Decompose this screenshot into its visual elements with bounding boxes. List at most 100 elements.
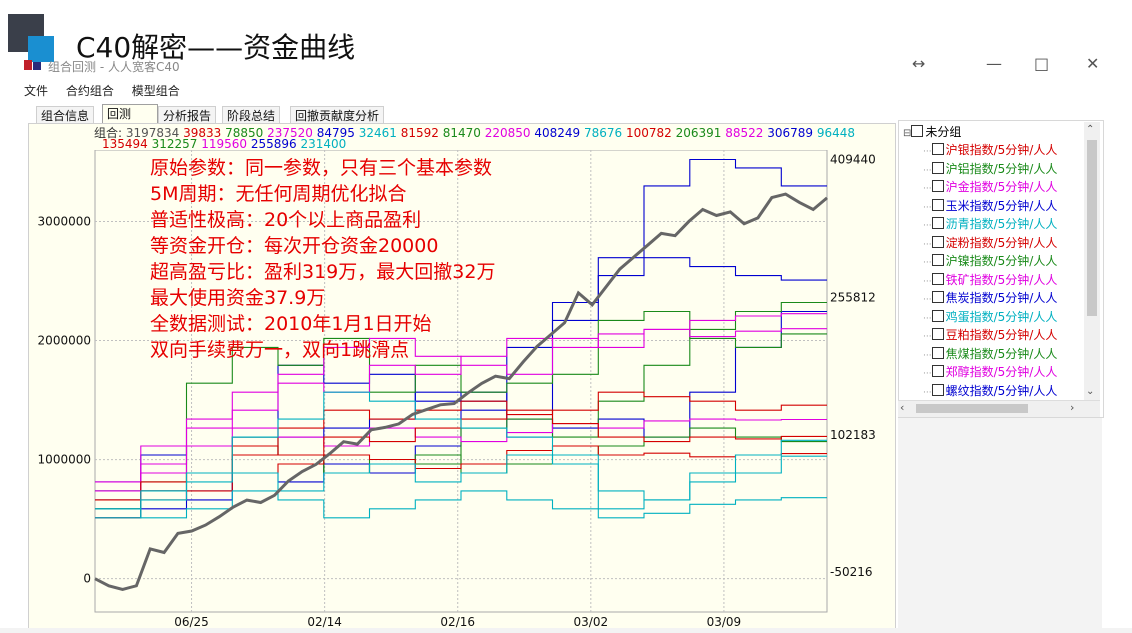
tree-root-group[interactable]: ⊟ 未分组: [903, 123, 961, 141]
tree-connector: ···: [923, 221, 932, 231]
tree-connector: ···: [923, 350, 932, 361]
checkbox[interactable]: [931, 235, 944, 248]
annotation-line: 5M周期：无任何周期优化拟合: [150, 183, 406, 205]
checkbox[interactable]: [931, 365, 944, 377]
right-axis-tick-label: 102183: [830, 428, 876, 442]
minimize-button[interactable]: —: [986, 54, 1002, 73]
param-value: 78850: [225, 126, 268, 140]
tree-item[interactable]: ··· 焦煤指数/5分钟/人人: [923, 345, 1057, 363]
window-title: 组合回测 - 人人宽客C40: [48, 60, 180, 74]
maximize-button[interactable]: □: [1034, 54, 1050, 73]
right-axis-ticks: 409440 255812 102183 -50216: [830, 152, 876, 578]
resize-icon[interactable]: ↔: [912, 54, 926, 73]
tree-item-label: 沪镍指数/5分钟/人人: [945, 254, 1058, 268]
param-value: 84795: [316, 126, 359, 140]
x-axis-tick-label: 03/02: [574, 615, 609, 628]
tree-root-label: 未分组: [925, 125, 962, 139]
param-value: 220850: [484, 126, 535, 140]
checkbox[interactable]: [931, 143, 944, 155]
annotation-line: 普适性极高：20个以上商品盈利: [150, 209, 421, 231]
checkbox[interactable]: [931, 309, 944, 322]
contract-equity-line: [95, 454, 827, 519]
params-line-2: 135494 312257 119560 255896 231400: [102, 137, 346, 151]
tree-connector: ···: [923, 258, 932, 268]
tab-drawdown-contribution[interactable]: 回撤贡献度分析: [290, 106, 385, 125]
tree-item[interactable]: ··· 豆粕指数/5分钟/人人: [923, 326, 1057, 344]
collapse-icon[interactable]: ⊟: [903, 128, 912, 139]
tree-item[interactable]: ··· 沪铝指数/5分钟/人人: [923, 160, 1057, 178]
tab-analysis-report[interactable]: 分析报告: [158, 106, 217, 125]
x-axis-tick-label: 02/14: [307, 615, 342, 628]
tree-item[interactable]: ··· 沥青指数/5分钟/人人: [923, 215, 1057, 233]
param-value: 231400: [300, 137, 347, 151]
checkbox[interactable]: [931, 217, 944, 229]
tab-stage-summary[interactable]: 阶段总结: [222, 106, 281, 125]
tree-connector: ···: [923, 313, 932, 324]
menu-bar: 文件 合约组合 模型组合: [24, 82, 194, 99]
tree-item[interactable]: ··· 郑醇指数/5分钟/人人: [923, 363, 1057, 381]
contract-equity-line: [95, 490, 827, 519]
checkbox[interactable]: [911, 125, 924, 137]
tree-vertical-scroll-thumb[interactable]: [1087, 140, 1097, 316]
annotation-line: 原始参数：同一参数，只有三个基本参数: [150, 157, 492, 179]
checkbox[interactable]: [931, 198, 944, 211]
tree-item[interactable]: ··· 沪银指数/5分钟/人人: [923, 141, 1057, 159]
checkbox[interactable]: [931, 254, 944, 266]
tab-backtest[interactable]: 回测: [102, 104, 158, 126]
close-button[interactable]: ✕: [1086, 54, 1100, 73]
tree-item-label: 郑醇指数/5分钟/人人: [945, 365, 1058, 379]
checkbox[interactable]: [931, 272, 944, 285]
checkbox[interactable]: [931, 328, 944, 340]
tree-item-label: 铁矿指数/5分钟/人人: [945, 272, 1058, 287]
tree-horizontal-scroll-thumb[interactable]: [916, 404, 1028, 413]
tree-item[interactable]: ··· 鸡蛋指数/5分钟/人人: [923, 308, 1057, 326]
annotation-line: 超高盈亏比：盈利319万，最大回撤32万: [150, 261, 495, 283]
checkbox[interactable]: [931, 180, 944, 192]
tree-connector: ···: [923, 387, 932, 398]
checkbox[interactable]: [931, 161, 944, 174]
x-axis-tick-label: 03/09: [707, 615, 742, 628]
tab-portfolio-info[interactable]: 组合信息: [36, 106, 95, 125]
param-value: 3197834: [125, 126, 184, 140]
checkbox[interactable]: [931, 291, 944, 303]
scroll-left-icon[interactable]: ‹: [900, 401, 905, 414]
param-value: 96448: [816, 126, 856, 140]
annotation-line: 双向手续费万一，双向1跳滑点: [150, 339, 409, 361]
menu-file[interactable]: 文件: [24, 84, 49, 98]
checkbox[interactable]: [931, 383, 944, 396]
scroll-up-icon[interactable]: ⌃: [1086, 124, 1095, 135]
portfolio-equity-line: [94, 192, 828, 591]
tree-item[interactable]: ··· 沪镍指数/5分钟/人人: [923, 252, 1057, 270]
tree-item[interactable]: ··· 铁矿指数/5分钟/人人: [923, 271, 1057, 289]
left-axis-tick-label: 2000000: [38, 334, 91, 348]
contract-equity-line: [95, 391, 827, 510]
param-value: 408249: [534, 126, 584, 140]
contract-equity-lines: [95, 158, 827, 519]
scroll-right-icon[interactable]: ›: [1070, 401, 1075, 414]
tree-item[interactable]: ··· 焦炭指数/5分钟/人人: [923, 289, 1057, 307]
app-icon: [24, 60, 41, 70]
tree-connector: ···: [923, 276, 932, 287]
param-value: 237520: [267, 126, 317, 140]
right-axis-tick-label: -50216: [830, 565, 873, 579]
tree-item-label: 玉米指数/5分钟/人人: [945, 198, 1058, 213]
scroll-down-icon[interactable]: ⌄: [1086, 386, 1095, 397]
tree-item[interactable]: ··· 沪金指数/5分钟/人人: [923, 178, 1057, 196]
tree-item[interactable]: ··· 螺纹指数/5分钟/人人: [923, 382, 1057, 400]
menu-model-portfolio[interactable]: 模型组合: [131, 84, 180, 98]
x-axis-tick-label: 06/25: [174, 615, 209, 628]
param-value: 100782: [626, 126, 676, 140]
tree-item[interactable]: ··· 淀粉指数/5分钟/人人: [923, 234, 1057, 252]
annotation-text-block: 原始参数：同一参数，只有三个基本参数 5M周期：无任何周期优化拟合普适性极高：20…: [150, 157, 495, 361]
right-axis-tick-label: 409440: [830, 152, 876, 166]
param-value: 39833: [183, 126, 226, 140]
menu-contract-portfolio[interactable]: 合约组合: [65, 84, 114, 98]
checkbox[interactable]: [931, 346, 944, 359]
window-bottom-border: [0, 628, 1132, 633]
param-value: 312257: [151, 137, 202, 151]
tree-item-label: 淀粉指数/5分钟/人人: [945, 235, 1058, 250]
tree-item[interactable]: ··· 玉米指数/5分钟/人人: [923, 197, 1057, 215]
equity-curve-chart: 原始参数：同一参数，只有三个基本参数 5M周期：无任何周期优化拟合普适性极高：20…: [38, 150, 876, 628]
contract-equity-line: [95, 328, 827, 483]
tree-connector: ···: [923, 184, 932, 194]
